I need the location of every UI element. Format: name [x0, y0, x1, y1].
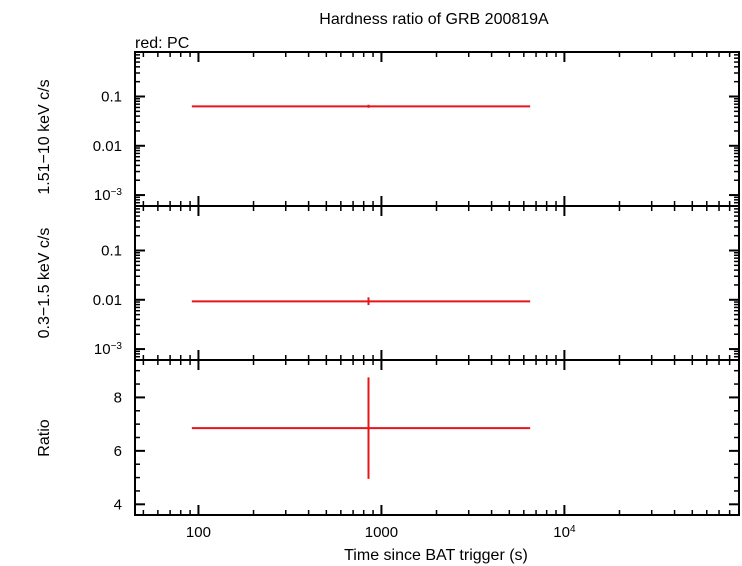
y-axis-label-ratio: Ratio	[36, 419, 53, 456]
x-tick-label: 104	[553, 524, 576, 542]
chart-title: Hardness ratio of GRB 200819A	[319, 11, 549, 28]
y-tick-label: 10−3	[94, 187, 123, 205]
y-axis-label-hard: 1.51−10 keV c/s	[36, 79, 53, 194]
x-tick-label: 100	[186, 524, 211, 541]
panel-ratio: 4 6 8 Ratio 100 1000 104	[36, 359, 740, 542]
legend-label: red: PC	[135, 35, 189, 52]
y-tick-label: 0.1	[101, 243, 122, 260]
y-tick-label: 8	[114, 389, 122, 406]
y-tick-label: 6	[114, 443, 122, 460]
y-tick-label: 0.01	[93, 292, 122, 309]
y-tick-label: 0.1	[101, 89, 122, 106]
y-tick-label: 10−3	[94, 341, 123, 359]
y-tick-label: 4	[114, 496, 122, 513]
x-tick-label: 1000	[365, 524, 398, 541]
y-axis-label-soft: 0.3−1.5 keV c/s	[36, 228, 53, 339]
x-axis-label: Time since BAT trigger (s)	[344, 547, 528, 564]
y-tick-label: 0.01	[93, 138, 122, 155]
